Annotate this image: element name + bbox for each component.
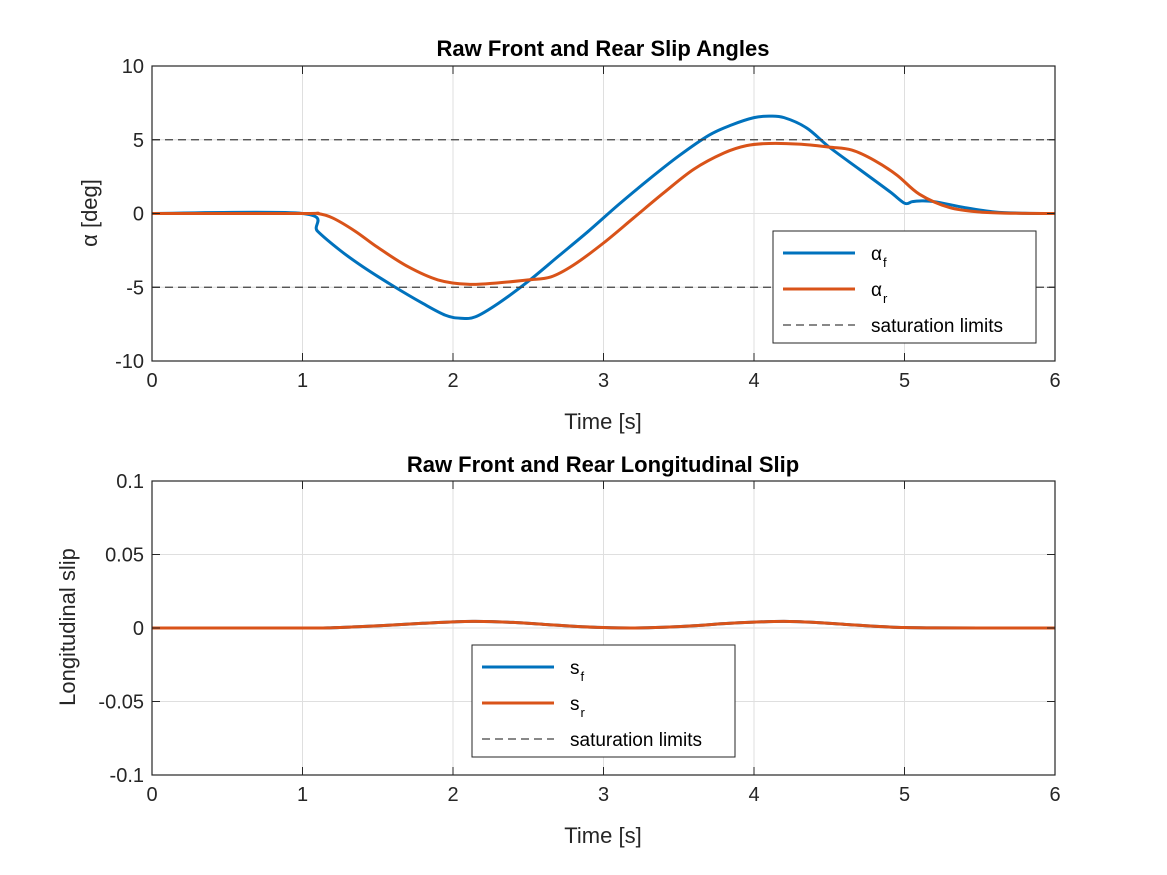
legend-label: sr <box>570 694 586 720</box>
x-tick-label: 0 <box>146 784 157 806</box>
x-tick-label: 5 <box>899 370 910 392</box>
x-tick-label: 1 <box>297 784 308 806</box>
legend-box <box>772 230 1037 344</box>
x-tick-label: 6 <box>1049 784 1060 806</box>
series-line-α-f <box>152 114 1055 321</box>
legend-label: sf <box>570 658 585 684</box>
legend-label-subscript: f <box>581 669 585 684</box>
y-axis-label: Longitudinal slip <box>55 548 80 706</box>
legend-label: saturation limits <box>570 730 702 751</box>
legend-label-subscript: f <box>883 255 887 270</box>
y-tick-label: -0.1 <box>110 765 144 787</box>
x-tick-label: 3 <box>598 370 609 392</box>
y-tick-label: 10 <box>122 56 144 78</box>
x-tick-label: 3 <box>598 784 609 806</box>
x-tick-label: 1 <box>297 370 308 392</box>
legend-label-subscript: r <box>581 705 586 720</box>
x-axis-label: Time [s] <box>564 823 641 848</box>
legend-label-subscript: r <box>883 291 888 306</box>
legend-label: saturation limits <box>871 316 1003 337</box>
y-tick-label: 5 <box>133 130 144 152</box>
legend-label-main: α <box>871 280 882 301</box>
x-tick-label: 2 <box>447 370 458 392</box>
series-line-s-r <box>152 619 1055 630</box>
legend-label-main: s <box>570 694 580 715</box>
y-tick-label: -10 <box>115 351 144 373</box>
legend-label-main: s <box>570 658 580 679</box>
legend-label: αr <box>871 280 888 306</box>
x-tick-label: 6 <box>1049 370 1060 392</box>
x-tick-label: 2 <box>447 784 458 806</box>
y-tick-label: 0.05 <box>105 545 144 567</box>
series-line-α-r <box>152 141 1055 286</box>
y-tick-label: -0.05 <box>98 692 144 714</box>
x-tick-label: 0 <box>146 370 157 392</box>
legend-box <box>471 644 736 758</box>
x-tick-label: 5 <box>899 784 910 806</box>
legend-label: αf <box>871 244 887 270</box>
y-tick-label: -5 <box>126 277 144 299</box>
x-tick-label: 4 <box>748 784 759 806</box>
plot-title: Raw Front and Rear Longitudinal Slip <box>407 452 799 477</box>
legend-label-main: saturation limits <box>871 316 1003 337</box>
x-tick-label: 4 <box>748 370 759 392</box>
y-axis-label: α [deg] <box>77 179 102 247</box>
y-tick-label: 0.1 <box>116 471 144 493</box>
y-tick-label: 0 <box>133 204 144 226</box>
x-axis-label: Time [s] <box>564 409 641 434</box>
plot-title: Raw Front and Rear Slip Angles <box>437 36 770 61</box>
y-tick-label: 0 <box>133 618 144 640</box>
legend-label-main: saturation limits <box>570 730 702 751</box>
legend-label-main: α <box>871 244 882 265</box>
